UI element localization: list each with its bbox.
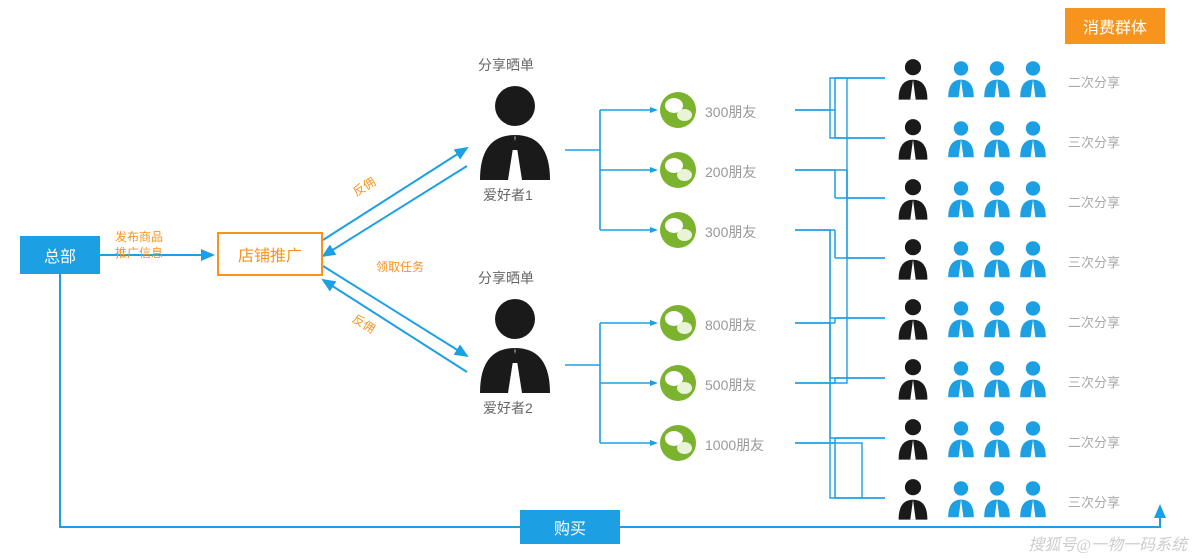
consumer-follower-icon (1017, 298, 1049, 343)
share-level-label: 三次分享 (1068, 372, 1120, 391)
consumer-follower-icon (945, 358, 977, 403)
consumer-lead-icon (895, 476, 931, 525)
consumer-follower-icon (981, 418, 1013, 463)
consumer-follower-icon (1017, 358, 1049, 403)
share-level-label: 二次分享 (1068, 432, 1120, 451)
wechat-icon (660, 365, 696, 401)
friend-count: 500朋友 (705, 375, 756, 395)
buy-label: 购买 (554, 515, 586, 539)
share-level-label: 三次分享 (1068, 252, 1120, 271)
consumer-follower-icon (945, 118, 977, 163)
consumer-follower-icon (945, 418, 977, 463)
consumer-follower-icon (945, 238, 977, 283)
consumer-follower-icon (981, 238, 1013, 283)
consumer-follower-icon (1017, 418, 1049, 463)
publish-label-2: 推广信息 (115, 244, 163, 261)
consumer-lead-icon (895, 356, 931, 405)
consumer-follower-icon (1017, 118, 1049, 163)
rebate2-label: 反佣 (349, 310, 378, 337)
consumer-lead-icon (895, 56, 931, 105)
hq-box: 总部 (20, 236, 100, 274)
consumer-follower-icon (981, 178, 1013, 223)
consumer-header-label: 消费群体 (1083, 14, 1147, 38)
enthusiast1-icon (470, 80, 560, 185)
wechat-icon (660, 92, 696, 128)
consumer-follower-icon (945, 298, 977, 343)
share-level-label: 二次分享 (1068, 72, 1120, 91)
consumer-follower-icon (945, 478, 977, 523)
claim-task-label: 领取任务 (376, 258, 424, 275)
consumer-header: 消费群体 (1065, 8, 1165, 44)
consumer-follower-icon (1017, 58, 1049, 103)
consumer-follower-icon (1017, 238, 1049, 283)
friend-count: 300朋友 (705, 102, 756, 122)
consumer-follower-icon (1017, 478, 1049, 523)
enthusiast2-caption: 爱好者2 (483, 398, 533, 418)
share-level-label: 二次分享 (1068, 192, 1120, 211)
consumer-lead-icon (895, 296, 931, 345)
watermark: 搜狐号@一物一码系统 (1028, 531, 1187, 555)
share-level-label: 三次分享 (1068, 492, 1120, 511)
store-box: 店铺推广 (217, 232, 323, 276)
friend-count: 800朋友 (705, 315, 756, 335)
enthusiast1-title: 分享晒单 (478, 55, 534, 75)
wechat-icon (660, 152, 696, 188)
consumer-follower-icon (945, 178, 977, 223)
enthusiast2-icon (470, 293, 560, 398)
consumer-follower-icon (981, 298, 1013, 343)
consumer-follower-icon (945, 58, 977, 103)
rebate1-label: 反佣 (349, 173, 378, 200)
enthusiast2-title: 分享晒单 (478, 268, 534, 288)
consumer-follower-icon (981, 118, 1013, 163)
hq-label: 总部 (44, 243, 76, 267)
friend-count: 200朋友 (705, 162, 756, 182)
share-level-label: 三次分享 (1068, 132, 1120, 151)
friend-count: 1000朋友 (705, 435, 764, 455)
consumer-lead-icon (895, 116, 931, 165)
consumer-follower-icon (981, 58, 1013, 103)
consumer-lead-icon (895, 236, 931, 285)
friend-count: 300朋友 (705, 222, 756, 242)
consumer-follower-icon (1017, 178, 1049, 223)
wechat-icon (660, 305, 696, 341)
publish-label-1: 发布商品 (115, 228, 163, 245)
enthusiast1-caption: 爱好者1 (483, 185, 533, 205)
store-label: 店铺推广 (238, 242, 302, 266)
wechat-icon (660, 425, 696, 461)
consumer-follower-icon (981, 478, 1013, 523)
connectors-layer (0, 0, 1195, 559)
consumer-lead-icon (895, 416, 931, 465)
buy-box: 购买 (520, 510, 620, 544)
wechat-icon (660, 212, 696, 248)
share-level-label: 二次分享 (1068, 312, 1120, 331)
consumer-follower-icon (981, 358, 1013, 403)
consumer-lead-icon (895, 176, 931, 225)
